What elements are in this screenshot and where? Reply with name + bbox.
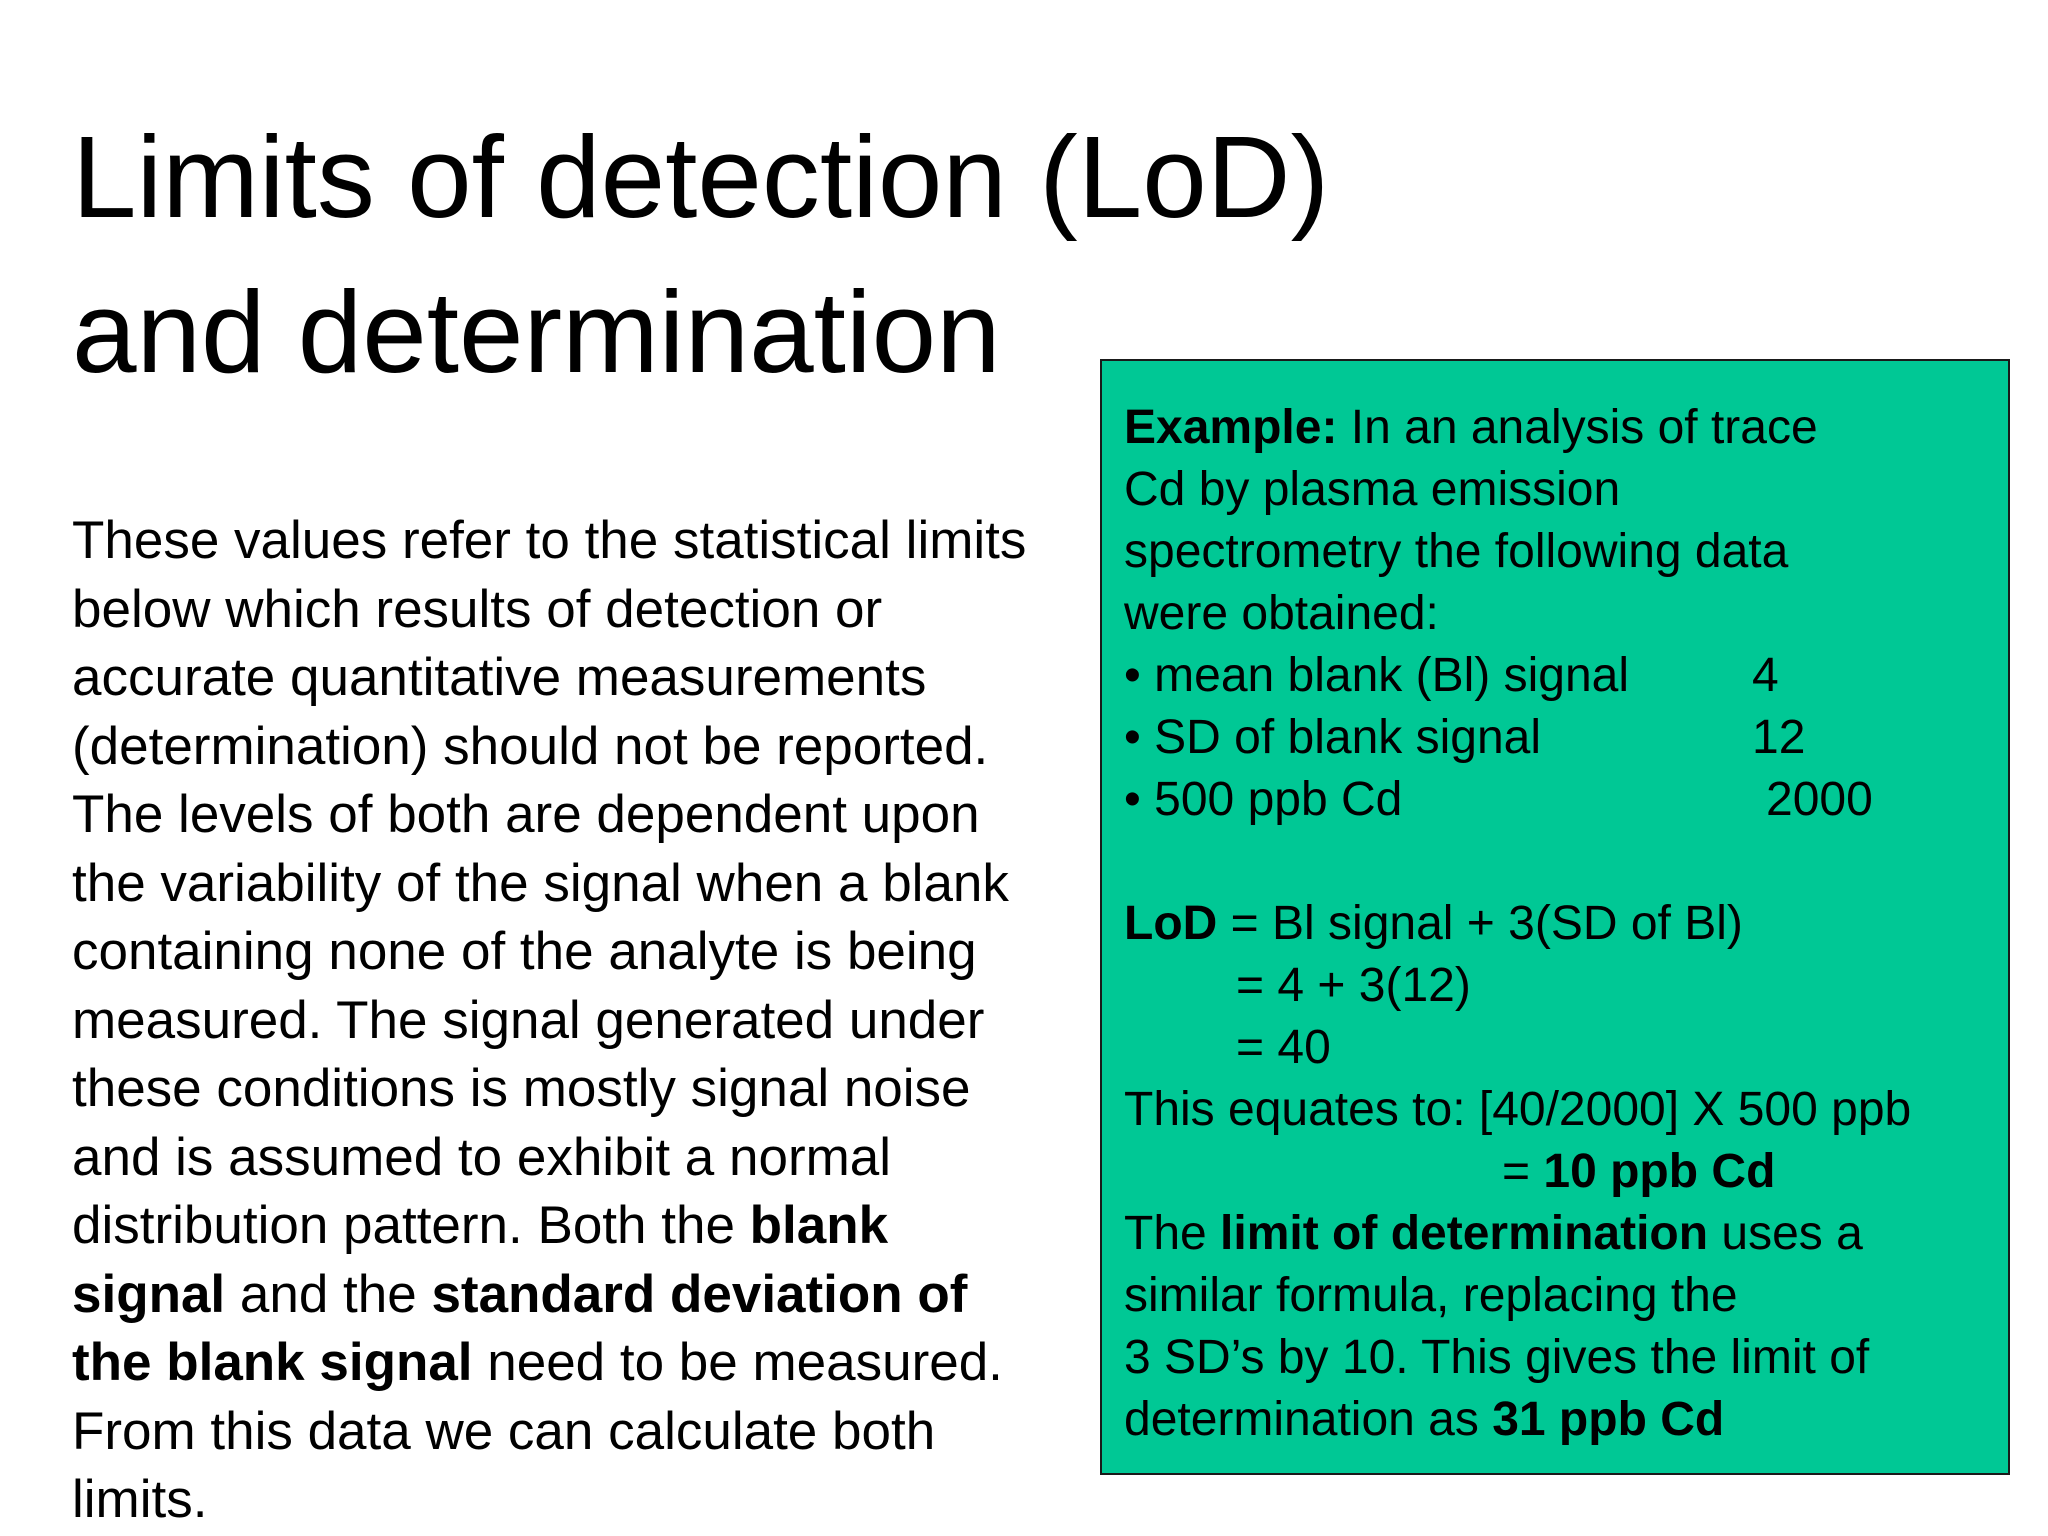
lod-formula-text: = Bl signal + 3(SD of Bl) xyxy=(1217,897,1743,950)
body-line: below which results of detection or xyxy=(72,579,883,639)
body-text-run: and the xyxy=(225,1264,432,1324)
body-text-run: need to be measured. xyxy=(472,1333,1003,1392)
body-line: containing none of the analyte is being xyxy=(72,922,977,981)
data-bullet-sd-blank: • SD of blank signal 12 xyxy=(1124,707,2004,769)
limit-term: limit of determination xyxy=(1220,1207,1709,1260)
equates-line: This equates to: [40/2000] X 500 ppb xyxy=(1124,1083,1912,1136)
lod-label: LoD xyxy=(1124,897,1218,950)
lod-step: = 40 xyxy=(1236,1021,1331,1074)
body-bold-term: the blank signal xyxy=(72,1333,473,1392)
slide-title-line-2: and determination xyxy=(72,267,1001,397)
example-box: Example: In an analysis of trace Cd by p… xyxy=(1100,359,2010,1475)
data-bullet-mean-blank: • mean blank (Bl) signal 4 xyxy=(1124,645,2004,707)
body-bold-term: blank xyxy=(749,1196,889,1255)
result-value: 10 ppb Cd xyxy=(1543,1145,1776,1198)
body-line: accurate quantitative measurements xyxy=(72,648,927,707)
result-prefix: = xyxy=(1502,1145,1544,1198)
lod-formula: LoD = Bl signal + 3(SD of Bl) xyxy=(1124,893,2004,955)
body-line: (determination) should not be reported. xyxy=(72,716,989,776)
body-line: and is assumed to exhibit a normal xyxy=(72,1127,891,1187)
limit-result: 31 ppb Cd xyxy=(1492,1393,1725,1446)
body-line: the blank signal need to be measured. xyxy=(72,1329,1112,1398)
body-line: limits. xyxy=(72,1470,208,1529)
body-line: the variability of the signal when a bla… xyxy=(72,853,1009,913)
body-bold-term: signal xyxy=(72,1264,226,1324)
limit-text-run: determination as xyxy=(1124,1393,1493,1446)
body-line: measured. The signal generated under xyxy=(72,990,985,1050)
body-line: distribution pattern. Both the blank xyxy=(72,1192,1112,1261)
data-bullet-500ppb: • 500 ppb Cd 2000 xyxy=(1124,769,2004,831)
body-line: These values refer to the statistical li… xyxy=(72,511,1027,570)
bullet-value: 2000 xyxy=(1766,773,1873,826)
body-line: The levels of both are dependent upon xyxy=(72,785,980,844)
limit-line: determination as 31 ppb Cd xyxy=(1124,1389,2004,1451)
body-line: From this data we can calculate both xyxy=(72,1401,936,1461)
limit-line: similar formula, replacing the xyxy=(1124,1269,1738,1322)
lod-step: = 4 + 3(12) xyxy=(1236,959,1471,1012)
example-heading: Example: xyxy=(1124,401,1338,454)
example-line: spectrometry the following data xyxy=(1124,525,1789,578)
body-bold-term: standard deviation of xyxy=(431,1264,968,1324)
limit-text-run: uses a xyxy=(1708,1207,1863,1260)
slide-title-line-1: Limits of detection (LoD) xyxy=(72,112,1330,242)
bullet-value: 4 xyxy=(1752,649,1779,702)
bullet-label: • SD of blank signal xyxy=(1124,711,1542,764)
limit-line: 3 SD’s by 10. This gives the limit of xyxy=(1124,1331,1870,1384)
bullet-value: 12 xyxy=(1752,711,1806,764)
example-line: were obtained: xyxy=(1124,587,1439,640)
body-line: these conditions is mostly signal noise xyxy=(72,1059,971,1118)
example-text-run: In an analysis of trace xyxy=(1337,401,1818,454)
slide-title: Limits of detection (LoD) and determinat… xyxy=(72,100,1329,410)
result-line: = 10 ppb Cd xyxy=(1124,1141,2004,1203)
body-text-run: distribution pattern. Both the xyxy=(72,1196,750,1255)
body-paragraph: These values refer to the statistical li… xyxy=(72,507,1112,1535)
blank-line xyxy=(1124,831,2004,893)
bullet-label: • 500 ppb Cd xyxy=(1124,773,1403,826)
bullet-label: • mean blank (Bl) signal xyxy=(1124,649,1630,702)
limit-text-run: The xyxy=(1124,1207,1221,1260)
example-line: Example: In an analysis of trace xyxy=(1124,397,2004,459)
limit-line: The limit of determination uses a xyxy=(1124,1203,2004,1265)
example-line: Cd by plasma emission xyxy=(1124,463,1621,516)
example-text: Example: In an analysis of trace Cd by p… xyxy=(1124,397,2004,1451)
body-line: signal and the standard deviation of xyxy=(72,1261,1112,1330)
